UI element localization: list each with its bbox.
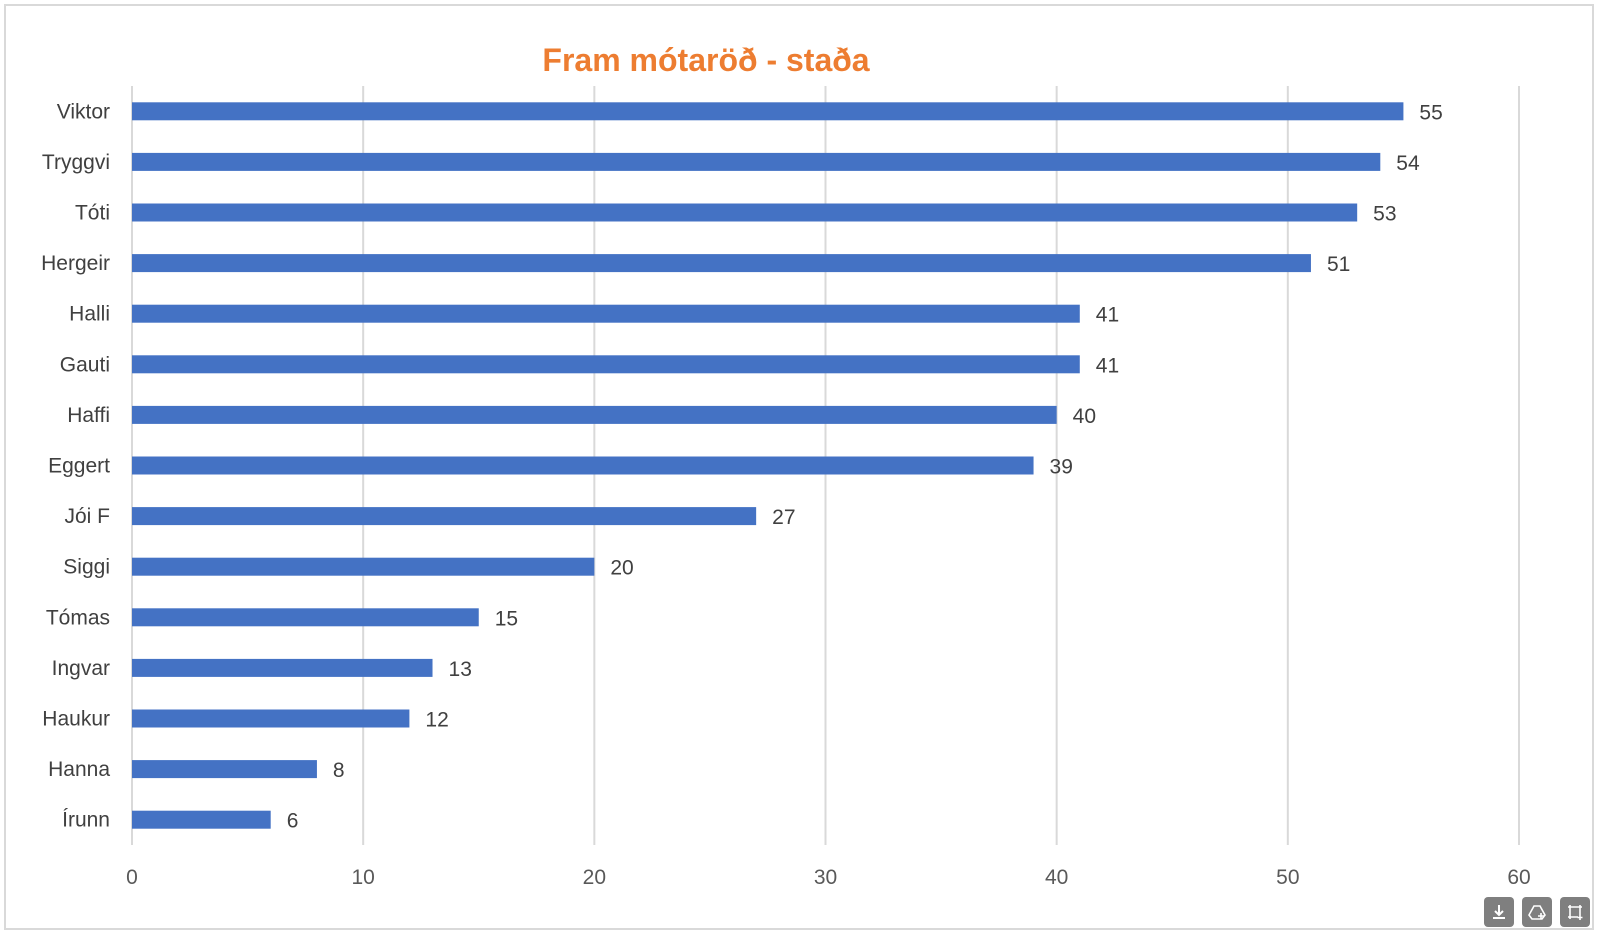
category-label: Hergeir — [41, 252, 110, 275]
bar — [132, 456, 1034, 475]
x-tick-label: 50 — [1276, 866, 1299, 889]
chart-title: Fram mótaröð - staða — [542, 42, 870, 78]
x-tick-label: 30 — [814, 866, 837, 889]
bar — [132, 203, 1358, 222]
category-label: Viktor — [57, 100, 110, 123]
category-label: Hanna — [48, 758, 110, 781]
category-label: Halli — [69, 303, 110, 326]
bar — [132, 760, 317, 779]
data-label: 12 — [425, 709, 448, 732]
image-toolbar — [1484, 897, 1590, 927]
bar — [132, 658, 433, 677]
x-tick-label: 20 — [583, 866, 606, 889]
bar — [132, 152, 1381, 171]
data-label: 15 — [495, 607, 518, 630]
x-tick-label: 60 — [1507, 866, 1530, 889]
category-label: Siggi — [63, 556, 110, 579]
data-label: 20 — [610, 557, 633, 580]
data-label: 53 — [1373, 203, 1396, 226]
data-label: 40 — [1073, 405, 1096, 428]
add-to-drive-icon[interactable] — [1522, 897, 1552, 927]
bar — [132, 405, 1057, 424]
bar — [132, 102, 1404, 121]
bar — [132, 254, 1311, 273]
data-label: 55 — [1419, 101, 1442, 124]
x-tick-label: 40 — [1045, 866, 1068, 889]
data-label: 6 — [287, 810, 299, 833]
bar — [132, 608, 479, 627]
bar — [132, 709, 410, 728]
x-tick-label: 10 — [351, 866, 374, 889]
data-label: 13 — [449, 658, 472, 681]
bar — [132, 355, 1080, 374]
data-label: 41 — [1096, 304, 1119, 327]
data-label: 27 — [772, 506, 795, 529]
data-label: 41 — [1096, 354, 1119, 377]
select-region-icon[interactable] — [1560, 897, 1590, 927]
bar — [132, 507, 757, 526]
category-label: Tómas — [46, 606, 110, 629]
bar — [132, 304, 1080, 323]
download-icon[interactable] — [1484, 897, 1514, 927]
x-tick-label: 0 — [126, 866, 138, 889]
category-label: Tóti — [75, 202, 110, 225]
category-label: Eggert — [48, 455, 110, 478]
category-label: Ingvar — [52, 657, 110, 680]
category-label: Haffi — [67, 404, 110, 427]
data-label: 8 — [333, 759, 345, 782]
data-label: 54 — [1396, 152, 1420, 175]
category-label: Haukur — [42, 708, 110, 731]
category-label: Tryggvi — [42, 151, 110, 174]
data-label: 39 — [1050, 456, 1073, 479]
bar — [132, 557, 595, 576]
category-label: Írunn — [62, 809, 110, 832]
data-label: 51 — [1327, 253, 1350, 276]
category-label: Gauti — [60, 353, 110, 376]
bar — [132, 810, 271, 829]
category-label: Jói F — [64, 505, 110, 528]
